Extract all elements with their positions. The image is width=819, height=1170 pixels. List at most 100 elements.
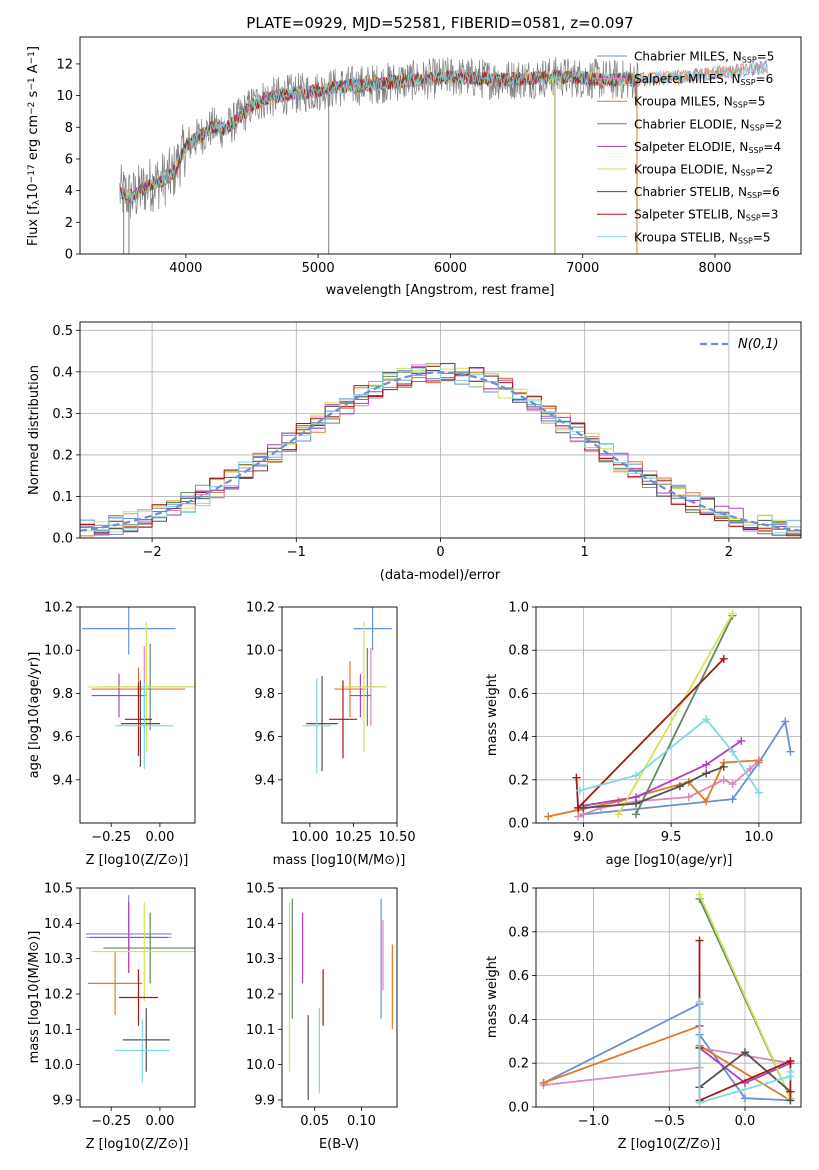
spectrum-legend-name-3: Chabrier ELODIE, [634,117,741,131]
spectrum-legend-n-8: N [729,230,738,244]
spectrum-xtick-label-1: 5000 [302,261,335,276]
mass_vs_Z-ylabel: mass [log10(M/M⊙)] [27,931,42,1064]
weight_vs_age-ylabel: mass weight [485,674,500,756]
weight_vs_Z-xtick-label-2: 0.0 [735,1114,756,1129]
weight_vs_age-series-line-4 [583,740,742,807]
spectrum-legend-name-0: Chabrier MILES, [634,50,733,64]
weight_vs_age-ytick-label-1: 0.2 [508,773,529,788]
spectrum-legend-val-7: =3 [761,208,779,222]
residuals-xtick-label-0: −2 [143,545,162,560]
spectrum-legend-val-5: =2 [756,163,774,177]
spectrum-ylabel-part-1: λ [32,199,42,205]
weight_vs_age-series-marker-4-2 [702,760,711,769]
age_vs_Z-ytick-label-1: 9.6 [52,730,73,745]
weight_vs_Z-ytick-label-3: 0.6 [508,969,529,984]
spectrum-legend-n-3: N [741,117,750,131]
mass_vs_EBV-ytick-label-0: 9.9 [254,1093,275,1108]
spectrum-legend-sub-8: SSP [738,236,753,245]
residuals-ytick-label-3: 0.3 [52,407,73,422]
weight_vs_age-series-marker-5-0 [614,810,623,819]
spectrum-legend-sub-0: SSP [742,56,757,65]
spectrum-legend-val-8: =5 [753,230,771,244]
age_vs_Z-xtick-label-1: 0.00 [145,830,174,845]
weight_vs_age-ytick-label-0: 0.0 [508,817,529,832]
spectrum-legend-label-8: Kroupa STELIB, NSSP=5 [634,230,771,245]
age_vs_Z-ytick-label-2: 9.8 [52,687,73,702]
weight_vs_age-plot-area [544,609,795,821]
weight_vs_Z-series-marker-8-0 [695,997,704,1006]
age_vs_Z-spine [79,606,196,824]
weight_vs_Z-xtick-label-1: −0.5 [653,1114,685,1129]
residuals-ytick-label-4: 0.4 [52,365,73,380]
age_vs_mass-axes [302,607,392,774]
weight_vs_age-xtick-label-1: 9.5 [661,830,682,845]
age_vs_mass-ytick-label-2: 9.8 [254,687,275,702]
spectrum-legend-name-6: Chabrier STELIB, [634,185,738,199]
mass_vs_Z-plot-area [85,895,195,1083]
spectrum-legend-val-6: =6 [762,185,780,199]
residuals-gaussian-line [80,371,801,532]
age_vs_mass-ytick-label-0: 9.4 [254,773,275,788]
spectrum-ylabel: Flux [fλ10−17 erg cm−2 s−1 A−1] [26,46,42,246]
spectrum-legend-val-0: =5 [757,50,775,64]
age_vs_mass-xlabel: mass [log10(M/M⊙)] [273,853,406,868]
weight_vs_age-series-marker-8-3 [728,747,737,756]
spectrum-ylabel-part-7: −1 [27,77,37,90]
residuals-ytick-label-5: 0.5 [52,324,73,339]
age_vs_mass-plot-area [302,607,392,774]
weight_vs_age-series-marker-1-5 [728,780,737,789]
weight_vs_age-series-marker-8-0 [575,786,584,795]
residuals-frame: −2 −1 0 1 2 0.0 0.1 0.2 0.3 0.4 0.5 N(0,1) Normed di… [27,321,802,583]
weight_vs_age-spine [535,606,802,824]
weight_vs_Z-series-marker-8-3 [786,1067,795,1076]
spectrum-ylabel-part-5: −2 [27,102,37,115]
spectrum-xtick-label-0: 4000 [169,261,202,276]
mass_vs_EBV-ytick-label-4: 10.3 [246,952,275,967]
age_vs_mass-ytick-label-3: 10.0 [246,644,275,659]
spectrum-legend-n-0: N [733,50,742,64]
weight_vs_age-series-marker-0-3 [781,717,790,726]
weight_vs_Z-frame: −1.0 −0.5 0.0 0.0 0.2 0.4 0.6 0.8 1.0 mass weight… [485,882,802,1152]
spectrum-legend-n-5: N [732,163,741,177]
weight_vs_age-xlabel: age [log10(age/yr)] [606,853,733,868]
weight_vs_Z-series-marker-0-3 [740,1094,749,1103]
spectrum-ylabel-part-9: −1 [27,51,37,64]
weight_vs_age-series-marker-0-4 [786,747,795,756]
mass_vs_EBV-xtick-label-0: 0.05 [300,1114,329,1129]
spectrum-ylabel-part-8: A [26,64,41,77]
residuals-plot-area [80,362,801,537]
spectrum-legend-sub-3: SSP [750,123,765,132]
spectrum-legend-n-7: N [737,208,746,222]
mass_vs_Z-xtick-label-0: −0.25 [91,1114,131,1129]
mass_vs_EBV-ytick-label-5: 10.4 [246,917,275,932]
weight_vs_Z-series-marker-6-4 [786,1096,795,1105]
spectrum-ytick-label-2: 4 [65,184,73,199]
spectrum-legend-name-1: Salpeter MILES, [634,72,732,86]
weight_vs_age-frame: 9.0 9.5 10.0 0.0 0.2 0.4 0.6 0.8 1.0 mass weight a… [485,601,802,868]
weight_vs_age-series-marker-8-2 [702,715,711,724]
weight_vs_age-series-marker-1-3 [684,793,693,802]
spectrum-legend-sub-2: SSP [733,101,748,110]
weight_vs_Z-ytick-label-5: 1.0 [508,882,529,897]
weight_vs_Z-ylabel: mass weight [485,956,500,1038]
weight_vs_age-ytick-label-5: 1.0 [508,601,529,616]
spectrum-legend-val-2: =5 [748,95,766,109]
weight_vs_Z-series-marker-7-0 [695,936,704,945]
weight_vs_age-series-marker-7-2 [719,654,728,663]
age_vs_Z-ytick-label-3: 10.0 [44,644,73,659]
mass_vs_EBV-xtick-label-1: 0.10 [347,1114,376,1129]
residuals-legend-label: N(0,1) [738,337,779,352]
mass_vs_Z-ytick-label-5: 10.4 [44,917,73,932]
age_vs_Z-xlabel: Z [log10(Z/Z⊙)] [86,853,189,868]
spectrum-model-line-8 [119,60,768,205]
age_vs_mass-ytick-label-4: 10.2 [246,601,275,616]
weight_vs_Z-plot-area [539,890,795,1107]
age_vs_mass-xtick-label-1: 10.25 [335,830,372,845]
residuals-xtick-label-3: 1 [581,545,589,560]
weight_vs_age-series-line-5 [617,613,734,815]
spectrum-xtick-label-4: 8000 [698,261,731,276]
spectrum-ylabel-part-0: Flux [f [26,205,41,246]
mass_vs_Z-xlabel: Z [log10(Z/Z⊙)] [86,1137,189,1152]
spectrum-legend-name-2: Kroupa MILES, [634,95,724,109]
spectrum-ytick-label-5: 10 [56,89,73,104]
